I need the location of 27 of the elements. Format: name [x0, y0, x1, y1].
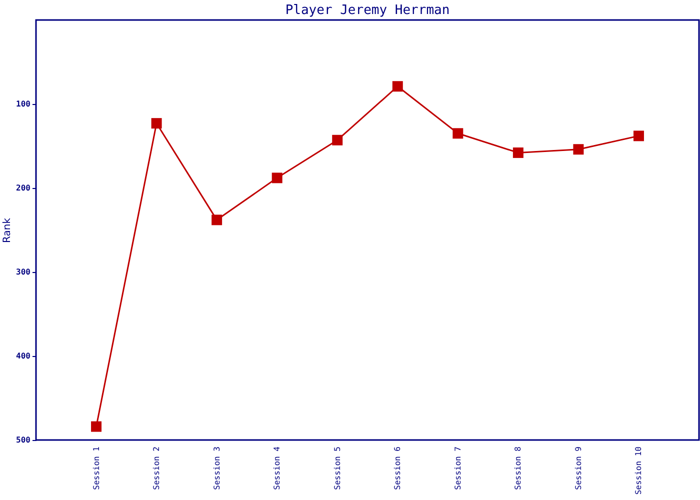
x-tick-label: Session 8 — [514, 446, 523, 490]
point — [452, 128, 464, 139]
x-tick-label: Session 3 — [212, 446, 222, 490]
y-tick-label: 500 — [16, 436, 31, 444]
point — [573, 144, 584, 155]
point — [91, 421, 102, 432]
y-axis-title: Rank — [2, 218, 14, 243]
chart-title: Player Jeremy Herrman — [285, 3, 450, 18]
y-tick-label: 100 — [16, 100, 31, 108]
x-tick-label: Session 4 — [272, 446, 282, 490]
point — [332, 134, 343, 146]
y-tick-label: 400 — [16, 352, 31, 360]
x-tick-label: Session 6 — [393, 446, 402, 490]
point — [633, 130, 644, 142]
point — [512, 147, 524, 158]
x-tick-label: Session 9 — [574, 446, 583, 490]
x-tick-label: Session 10 — [634, 446, 644, 495]
x-tick-label: Session 7 — [453, 446, 462, 490]
x-tick-label: Session 2 — [152, 446, 162, 490]
point — [212, 214, 222, 226]
y-tick-label: 200 — [16, 184, 31, 192]
y-tick-label: 300 — [16, 268, 31, 276]
x-tick-label: Session 5 — [332, 446, 342, 490]
point — [272, 172, 282, 184]
point — [151, 118, 162, 129]
point — [392, 81, 403, 92]
x-tick-label: Session 1 — [92, 446, 101, 490]
